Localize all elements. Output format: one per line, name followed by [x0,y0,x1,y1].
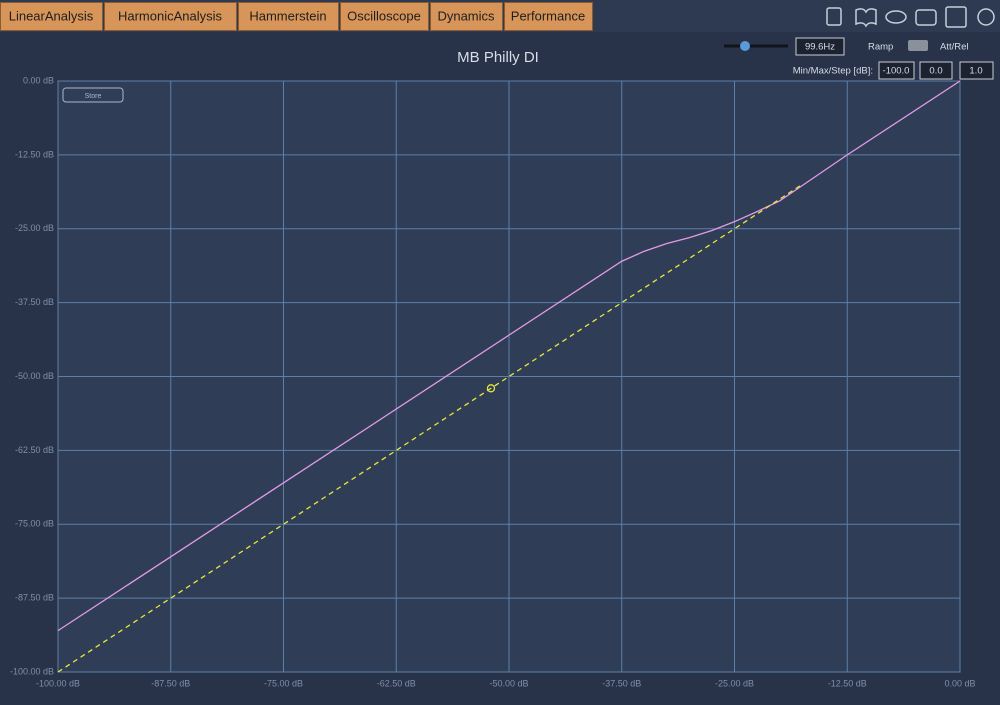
y-tick-label: 0.00 dB [23,75,54,85]
x-tick-label: -62.50 dB [377,678,416,688]
frequency-box[interactable] [795,37,845,56]
frequency: 99.6Hz [805,42,835,53]
min-box[interactable] [878,61,915,80]
settings-icon[interactable] [977,8,995,26]
tab-label: HarmonicAnalysis [118,8,223,23]
camera-icon[interactable] [915,9,937,26]
x-tick-label: -100.00 dB [36,678,80,688]
toolbar-icons [826,6,995,28]
y-tick-label: -100.00 dB [10,666,54,676]
att-rel-label: Att/Rel [940,42,969,53]
y-tick-label: -25.00 dB [15,223,54,233]
split-icon[interactable] [945,6,967,28]
step-value: 1.0 [969,66,982,77]
x-tick-label: -50.00 dB [489,678,528,688]
tab[interactable] [0,2,103,31]
tab-label: Oscilloscope [347,8,421,23]
tab-label: Dynamics [437,8,495,23]
toggle[interactable] [908,40,928,51]
tab-label: Hammerstein [249,8,326,23]
marker[interactable] [486,384,496,393]
x-tick-label: -37.50 dB [602,678,641,688]
step-box[interactable] [959,61,994,80]
x-tick-label: -25.00 dB [715,678,754,688]
tab[interactable] [238,2,339,31]
x-tick-label: -12.50 dB [828,678,867,688]
notes-icon[interactable] [826,7,842,26]
series-line [57,80,961,632]
tab[interactable] [504,2,593,31]
series-line [57,183,803,673]
store-button[interactable] [62,87,124,103]
y-tick-label: -87.50 dB [15,593,54,603]
slider-knob[interactable] [740,41,750,51]
x-tick-label: -87.50 dB [151,678,190,688]
y-tick-label: -75.00 dB [15,519,54,529]
x-tick-label: -75.00 dB [264,678,303,688]
tab-label: LinearAnalysis [9,8,94,23]
tab[interactable] [340,2,429,31]
min-value: -100.0 [883,66,910,77]
y-tick-label: -50.00 dB [15,371,54,381]
eye-icon[interactable] [885,10,907,24]
tab[interactable] [430,2,503,31]
tab-label: Performance [511,8,585,23]
tab[interactable] [104,2,237,31]
chart-title: MB Philly DI [457,49,539,66]
store-label: Store [85,93,102,100]
range-label: Min/Max/Step [dB]: [793,66,873,77]
y-tick-label: -37.50 dB [15,297,54,307]
x-tick-label: 0.00 dB [944,678,975,688]
ramp-label: Ramp [868,42,893,53]
max-value: 0.0 [929,66,942,77]
book-icon[interactable] [855,8,877,28]
y-tick-label: -62.50 dB [15,445,54,455]
max-box[interactable] [919,61,953,80]
y-tick-label: -12.50 dB [15,149,54,159]
